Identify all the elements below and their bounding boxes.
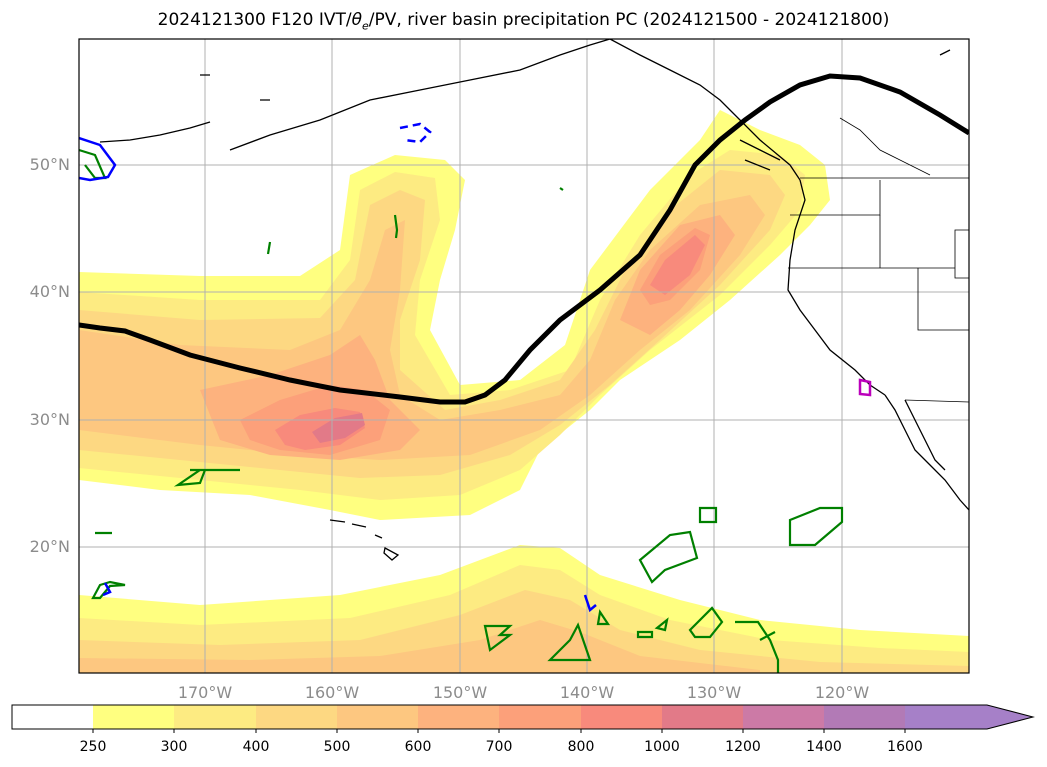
green-contour-e bbox=[698, 506, 718, 524]
ivt-band-800b bbox=[650, 235, 705, 295]
colorbar-segment bbox=[743, 705, 824, 729]
colorbar-label: 400 bbox=[242, 739, 270, 755]
colorbar-segment bbox=[418, 705, 499, 729]
green-contour-d bbox=[91, 580, 126, 600]
green-contour-g bbox=[788, 506, 844, 547]
colorbar-label: 300 bbox=[160, 739, 188, 755]
green-contour-h bbox=[483, 624, 514, 652]
green-contour-a bbox=[266, 187, 564, 255]
lon-label-140w: 140°W bbox=[559, 683, 615, 702]
lat-label-50n: 50°N bbox=[29, 155, 70, 174]
colorbar-extend-arrow bbox=[987, 705, 1033, 729]
colorbar-segment bbox=[12, 705, 93, 729]
colorbar-segment bbox=[337, 705, 418, 729]
colorbar-segment bbox=[581, 705, 662, 729]
lat-label-40n: 40°N bbox=[29, 282, 70, 301]
hawaii-islands bbox=[329, 519, 400, 561]
green-contour-b bbox=[173, 468, 240, 487]
colorbar-segment bbox=[905, 705, 987, 729]
colorbar-segment bbox=[824, 705, 905, 729]
blue-contour-nw bbox=[79, 136, 117, 182]
colorbar-segment bbox=[499, 705, 581, 729]
lon-label-160w: 160°W bbox=[304, 683, 360, 702]
pv-contour bbox=[79, 73, 969, 405]
colorbar-segment bbox=[93, 705, 174, 729]
map-frame bbox=[78, 38, 970, 674]
colorbar-label: 1600 bbox=[887, 739, 923, 755]
green-contours bbox=[79, 148, 844, 673]
magenta-contour bbox=[858, 378, 872, 397]
green-contour-f bbox=[638, 530, 699, 584]
colorbar-label: 1000 bbox=[644, 739, 680, 755]
baja-coast bbox=[884, 394, 969, 511]
lon-label-130w: 130°W bbox=[686, 683, 742, 702]
us-west-coast bbox=[787, 179, 886, 396]
aleutian-islands bbox=[99, 121, 211, 143]
colorbar-ticks bbox=[92, 729, 906, 733]
colorbar-label: 1200 bbox=[725, 739, 761, 755]
colorbar-segment bbox=[256, 705, 337, 729]
colorbar-label: 250 bbox=[79, 739, 107, 755]
colorbar-label: 600 bbox=[404, 739, 432, 755]
green-contour-l bbox=[688, 606, 724, 639]
colorbar-label: 700 bbox=[485, 739, 513, 755]
baja-peninsula bbox=[904, 399, 946, 471]
map-title: 2024121300 F120 IVT/θe/PV, river basin p… bbox=[157, 10, 890, 33]
lon-label-170w: 170°W bbox=[177, 683, 233, 702]
alaska-panhandle bbox=[609, 39, 801, 181]
canada-coast-islands bbox=[739, 139, 781, 171]
lon-label-120w: 120°W bbox=[814, 683, 870, 702]
map-panel bbox=[79, 39, 969, 673]
colorbar-segment bbox=[662, 705, 743, 729]
colorbar-outline bbox=[11, 704, 1035, 730]
blue-contours bbox=[79, 122, 597, 613]
green-contour-j bbox=[596, 609, 611, 626]
colorbar-label: 1400 bbox=[806, 739, 842, 755]
green-contour-i bbox=[547, 622, 592, 662]
small-islands bbox=[200, 49, 951, 101]
green-contour-m bbox=[735, 620, 780, 673]
green-contour-k bbox=[636, 617, 669, 639]
lat-label-20n: 20°N bbox=[29, 537, 70, 556]
colorbar bbox=[11, 704, 1035, 733]
lat-label-30n: 30°N bbox=[29, 410, 70, 429]
alaska-coast bbox=[229, 39, 611, 151]
coastlines bbox=[99, 39, 969, 561]
blue-contour-small bbox=[102, 582, 597, 613]
colorbar-label: 500 bbox=[323, 739, 351, 755]
lon-label-150w: 150°W bbox=[432, 683, 488, 702]
colorbar-label: 800 bbox=[567, 739, 595, 755]
blue-contour-dashed bbox=[399, 122, 432, 144]
state-borders bbox=[788, 117, 969, 403]
colorbar-segment bbox=[174, 705, 256, 729]
